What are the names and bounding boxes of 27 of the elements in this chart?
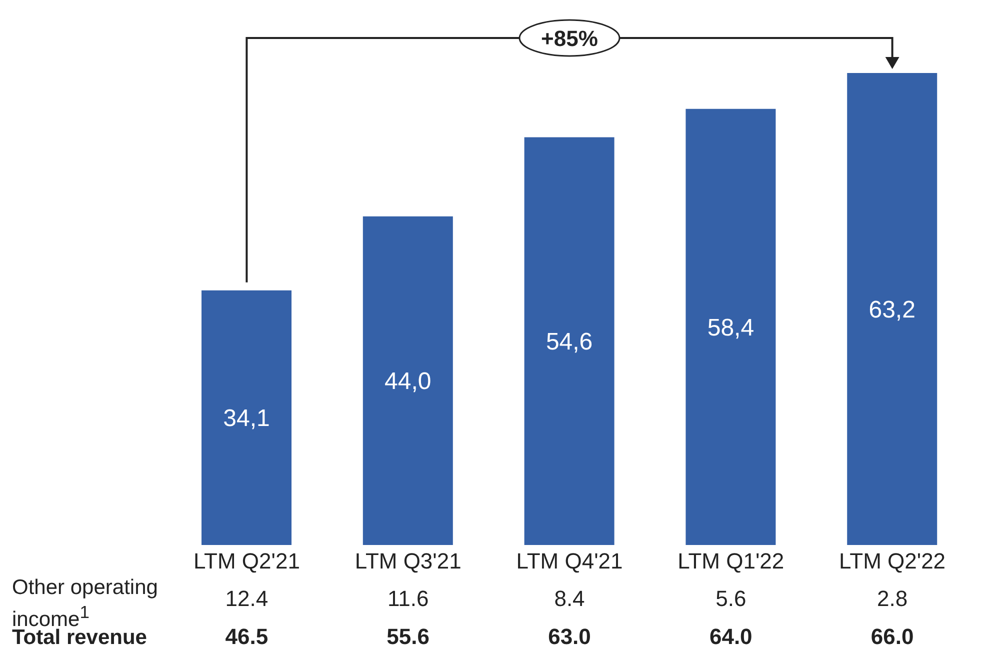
text: 66.0 [870,624,915,650]
data-label: 63,2 [868,296,916,324]
bar [202,290,292,545]
text: 11.6 [386,586,430,612]
text: 12.4 [224,586,270,612]
x-tick-label: LTM Q1'22 [678,548,784,574]
bar [686,108,776,545]
x-tick-label: LTM Q4'21 [516,548,623,574]
x-tick-label: LTM Q3'21 [354,548,462,574]
data-label: 44,0 [384,368,432,396]
text: 2.8 [876,586,909,612]
text: Total revenue [12,626,148,650]
text: 55.6 [386,624,430,650]
text: +85% [541,26,598,51]
text: 64.0 [708,624,754,650]
data-label: 34,1 [223,405,270,432]
x-tick-label: LTM Q2'21 [193,548,300,574]
bar [847,73,938,545]
text: 5.6 [714,586,748,612]
text: 46.5 [224,624,270,650]
bar [524,137,614,545]
text: 8.4 [553,586,586,612]
data-label: 58,4 [707,314,754,342]
text: 63.0 [547,624,592,650]
bar [362,216,453,545]
data-label: 54,6 [546,328,593,356]
x-tick-label: LTM Q2'22 [839,548,946,574]
